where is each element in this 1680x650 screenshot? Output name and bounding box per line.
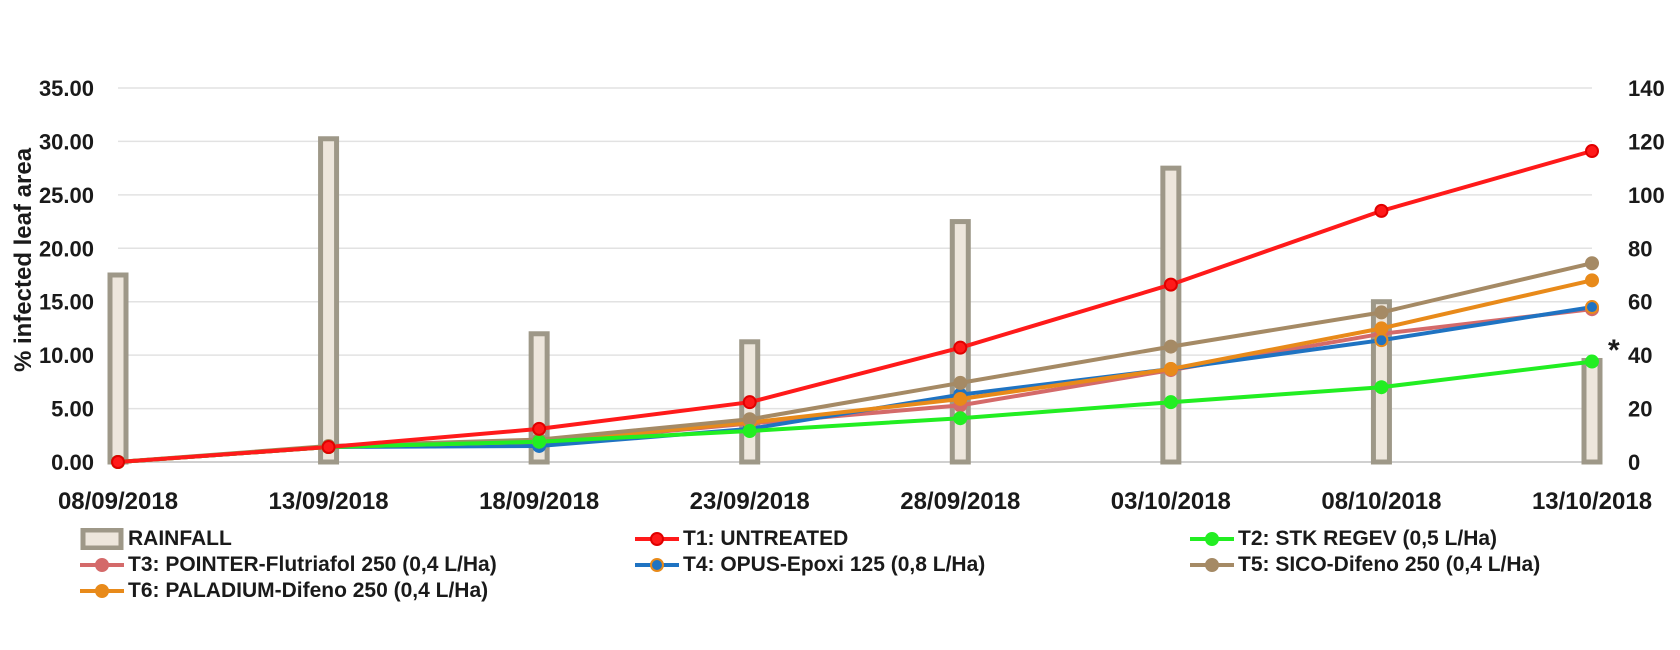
series-point — [953, 375, 968, 390]
y2-axis-ticks: 0 20 40 60 80 100 120 140 — [1628, 76, 1665, 475]
legend-item-t2: T2: STK REGEV (0,5 L/Ha) — [1190, 527, 1497, 551]
series-point — [532, 421, 547, 436]
series-point — [1585, 273, 1599, 288]
series-line — [117, 149, 1593, 464]
series-point — [1585, 354, 1599, 369]
series-point — [321, 440, 336, 455]
y2-tick-label: 100 — [1628, 183, 1665, 208]
y-tick-label: 25.00 — [39, 183, 94, 208]
legend-swatch-t2 — [1190, 532, 1234, 546]
series-point — [111, 455, 125, 469]
series-point — [742, 412, 757, 427]
rainfall-bar — [107, 272, 129, 465]
y-axis-label: % infected leaf area — [10, 147, 37, 372]
legend: RAINFALL T1: UNTREATED T2: STK REGEV (0,… — [80, 527, 1640, 627]
x-tick-label: 08/09/2018 — [58, 488, 178, 515]
legend-item-rainfall: RAINFALL — [80, 527, 232, 551]
legend-label-t1: T1: UNTREATED — [683, 527, 849, 550]
y-tick-label: 15.00 — [39, 290, 94, 315]
legend-item-t4: T4: OPUS-Epoxi 125 (0,8 L/Ha) — [635, 553, 985, 577]
series-point — [1163, 395, 1178, 410]
x-axis-ticks: 08/09/2018 13/09/2018 18/09/2018 23/09/2018… — [58, 488, 1652, 515]
y-axis-ticks: 0.00 5.00 10.00 15.00 20.00 25.00 30.00 35.00 — [39, 76, 94, 475]
legend-label-rainfall: RAINFALL — [128, 527, 232, 550]
y2-tick-label: 140 — [1628, 76, 1665, 101]
series-point — [1163, 339, 1178, 354]
series-point — [742, 395, 757, 410]
legend-swatch-rainfall — [80, 528, 124, 550]
series-point — [1374, 305, 1389, 320]
x-tick-label: 13/10/2018 — [1532, 488, 1652, 515]
series-point — [1163, 362, 1178, 377]
y2-tick-label: 0 — [1628, 450, 1640, 475]
series-point — [532, 434, 547, 449]
legend-label-t4: T4: OPUS-Epoxi 125 (0,8 L/Ha) — [683, 553, 986, 576]
legend-swatch-t5 — [1190, 558, 1234, 572]
series-point — [953, 391, 968, 406]
series-point — [1585, 256, 1599, 271]
x-tick-label: 23/09/2018 — [690, 488, 810, 515]
series-point — [953, 411, 968, 426]
y-tick-label: 10.00 — [39, 343, 94, 368]
y-tick-label: 35.00 — [39, 76, 94, 101]
legend-item-t6: T6: PALADIUM-Difeno 250 (0,4 L/Ha) — [80, 579, 488, 603]
series-markers — [111, 144, 1599, 469]
y-tick-label: 30.00 — [39, 129, 94, 154]
series-point — [1374, 321, 1389, 336]
series-line — [117, 359, 1593, 464]
series-line — [117, 278, 1593, 464]
legend-label-t6: T6: PALADIUM-Difeno 250 (0,4 L/Ha) — [128, 579, 489, 602]
rainfall-bar — [1581, 357, 1603, 465]
y2-tick-label: 120 — [1628, 129, 1665, 154]
legend-label-t2: T2: STK REGEV (0,5 L/Ha) — [1238, 527, 1498, 550]
y-tick-label: 5.00 — [51, 397, 94, 422]
legend-label-t5: T5: SICO-Difeno 250 (0,4 L/Ha) — [1238, 553, 1541, 576]
series-point — [1374, 380, 1389, 395]
x-tick-label: 13/09/2018 — [269, 488, 389, 515]
legend-swatch-t3 — [80, 558, 124, 572]
significance-annotation: * — [1608, 334, 1620, 367]
x-tick-label: 28/09/2018 — [900, 488, 1020, 515]
rainfall-bar — [318, 136, 340, 465]
legend-swatch-t6 — [80, 584, 124, 598]
series-point — [1374, 333, 1389, 348]
legend-item-t1: T1: UNTREATED — [635, 527, 848, 551]
series-point — [1585, 300, 1599, 315]
y-tick-label: 0.00 — [51, 450, 94, 475]
legend-label-t3: T3: POINTER-Flutriafol 250 (0,4 L/Ha) — [128, 553, 497, 576]
series-line — [117, 261, 1593, 464]
series-point — [742, 424, 757, 439]
y2-tick-label: 80 — [1628, 236, 1652, 261]
series-lines — [117, 149, 1593, 464]
y-tick-label: 20.00 — [39, 236, 94, 261]
rainfall-bar — [1160, 165, 1182, 465]
x-tick-label: 18/09/2018 — [479, 488, 599, 515]
series-point — [1374, 203, 1389, 218]
series-point — [953, 340, 968, 355]
legend-item-t3: T3: POINTER-Flutriafol 250 (0,4 L/Ha) — [80, 553, 497, 577]
y2-tick-label: 20 — [1628, 397, 1652, 422]
legend-swatch-t1 — [635, 532, 679, 546]
legend-swatch-t4 — [635, 558, 679, 572]
series-point — [1585, 144, 1599, 159]
y2-tick-label: 40 — [1628, 343, 1652, 368]
y2-tick-label: 60 — [1628, 290, 1652, 315]
x-tick-label: 03/10/2018 — [1111, 488, 1231, 515]
gridlines — [118, 87, 1592, 463]
series-point — [1163, 277, 1178, 292]
x-tick-label: 08/10/2018 — [1321, 488, 1441, 515]
legend-item-t5: T5: SICO-Difeno 250 (0,4 L/Ha) — [1190, 553, 1540, 577]
